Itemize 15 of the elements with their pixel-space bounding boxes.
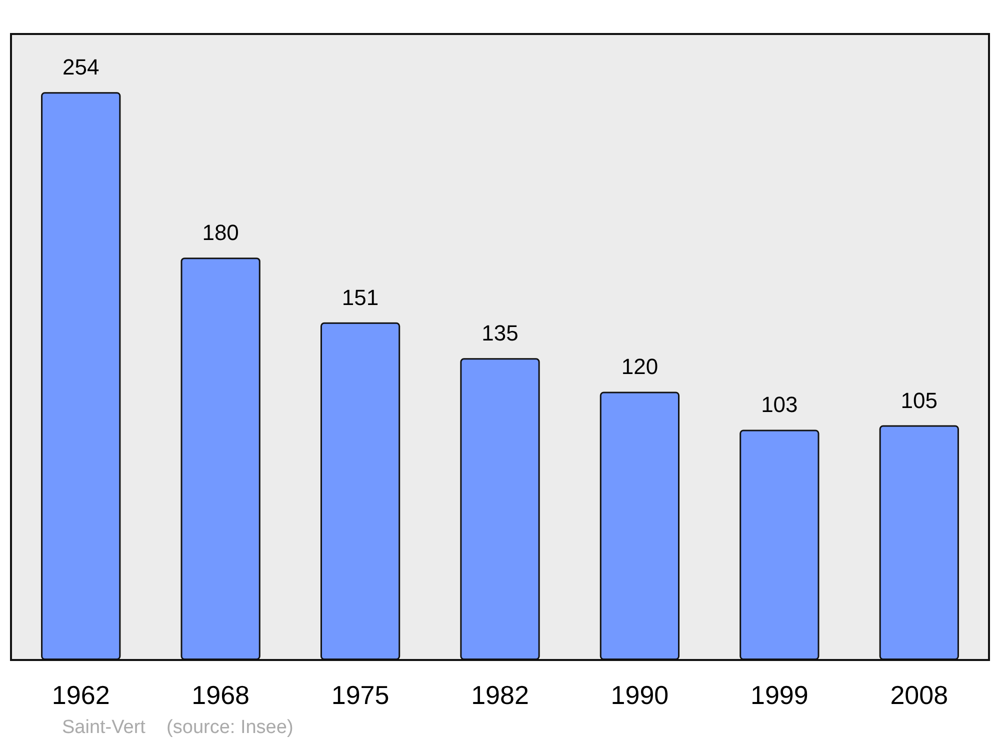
x-tick-label: 1968 [192,680,250,710]
x-tick-label: 1982 [471,680,529,710]
x-tick-label: 2008 [890,680,948,710]
data-label: 103 [761,392,798,418]
data-label: 254 [62,54,100,80]
x-tick-label: 1975 [331,680,390,710]
data-label: 120 [621,354,658,380]
data-label: 180 [202,220,239,246]
x-tick-label: 1962 [52,680,110,710]
text: Saint-Vert (source: Insee) [62,717,294,738]
data-label: 105 [900,388,938,413]
data-label: 135 [482,320,518,346]
data-label: 151 [342,284,379,310]
x-tick-label: 1990 [610,680,669,710]
x-tick-label: 1999 [750,680,808,710]
